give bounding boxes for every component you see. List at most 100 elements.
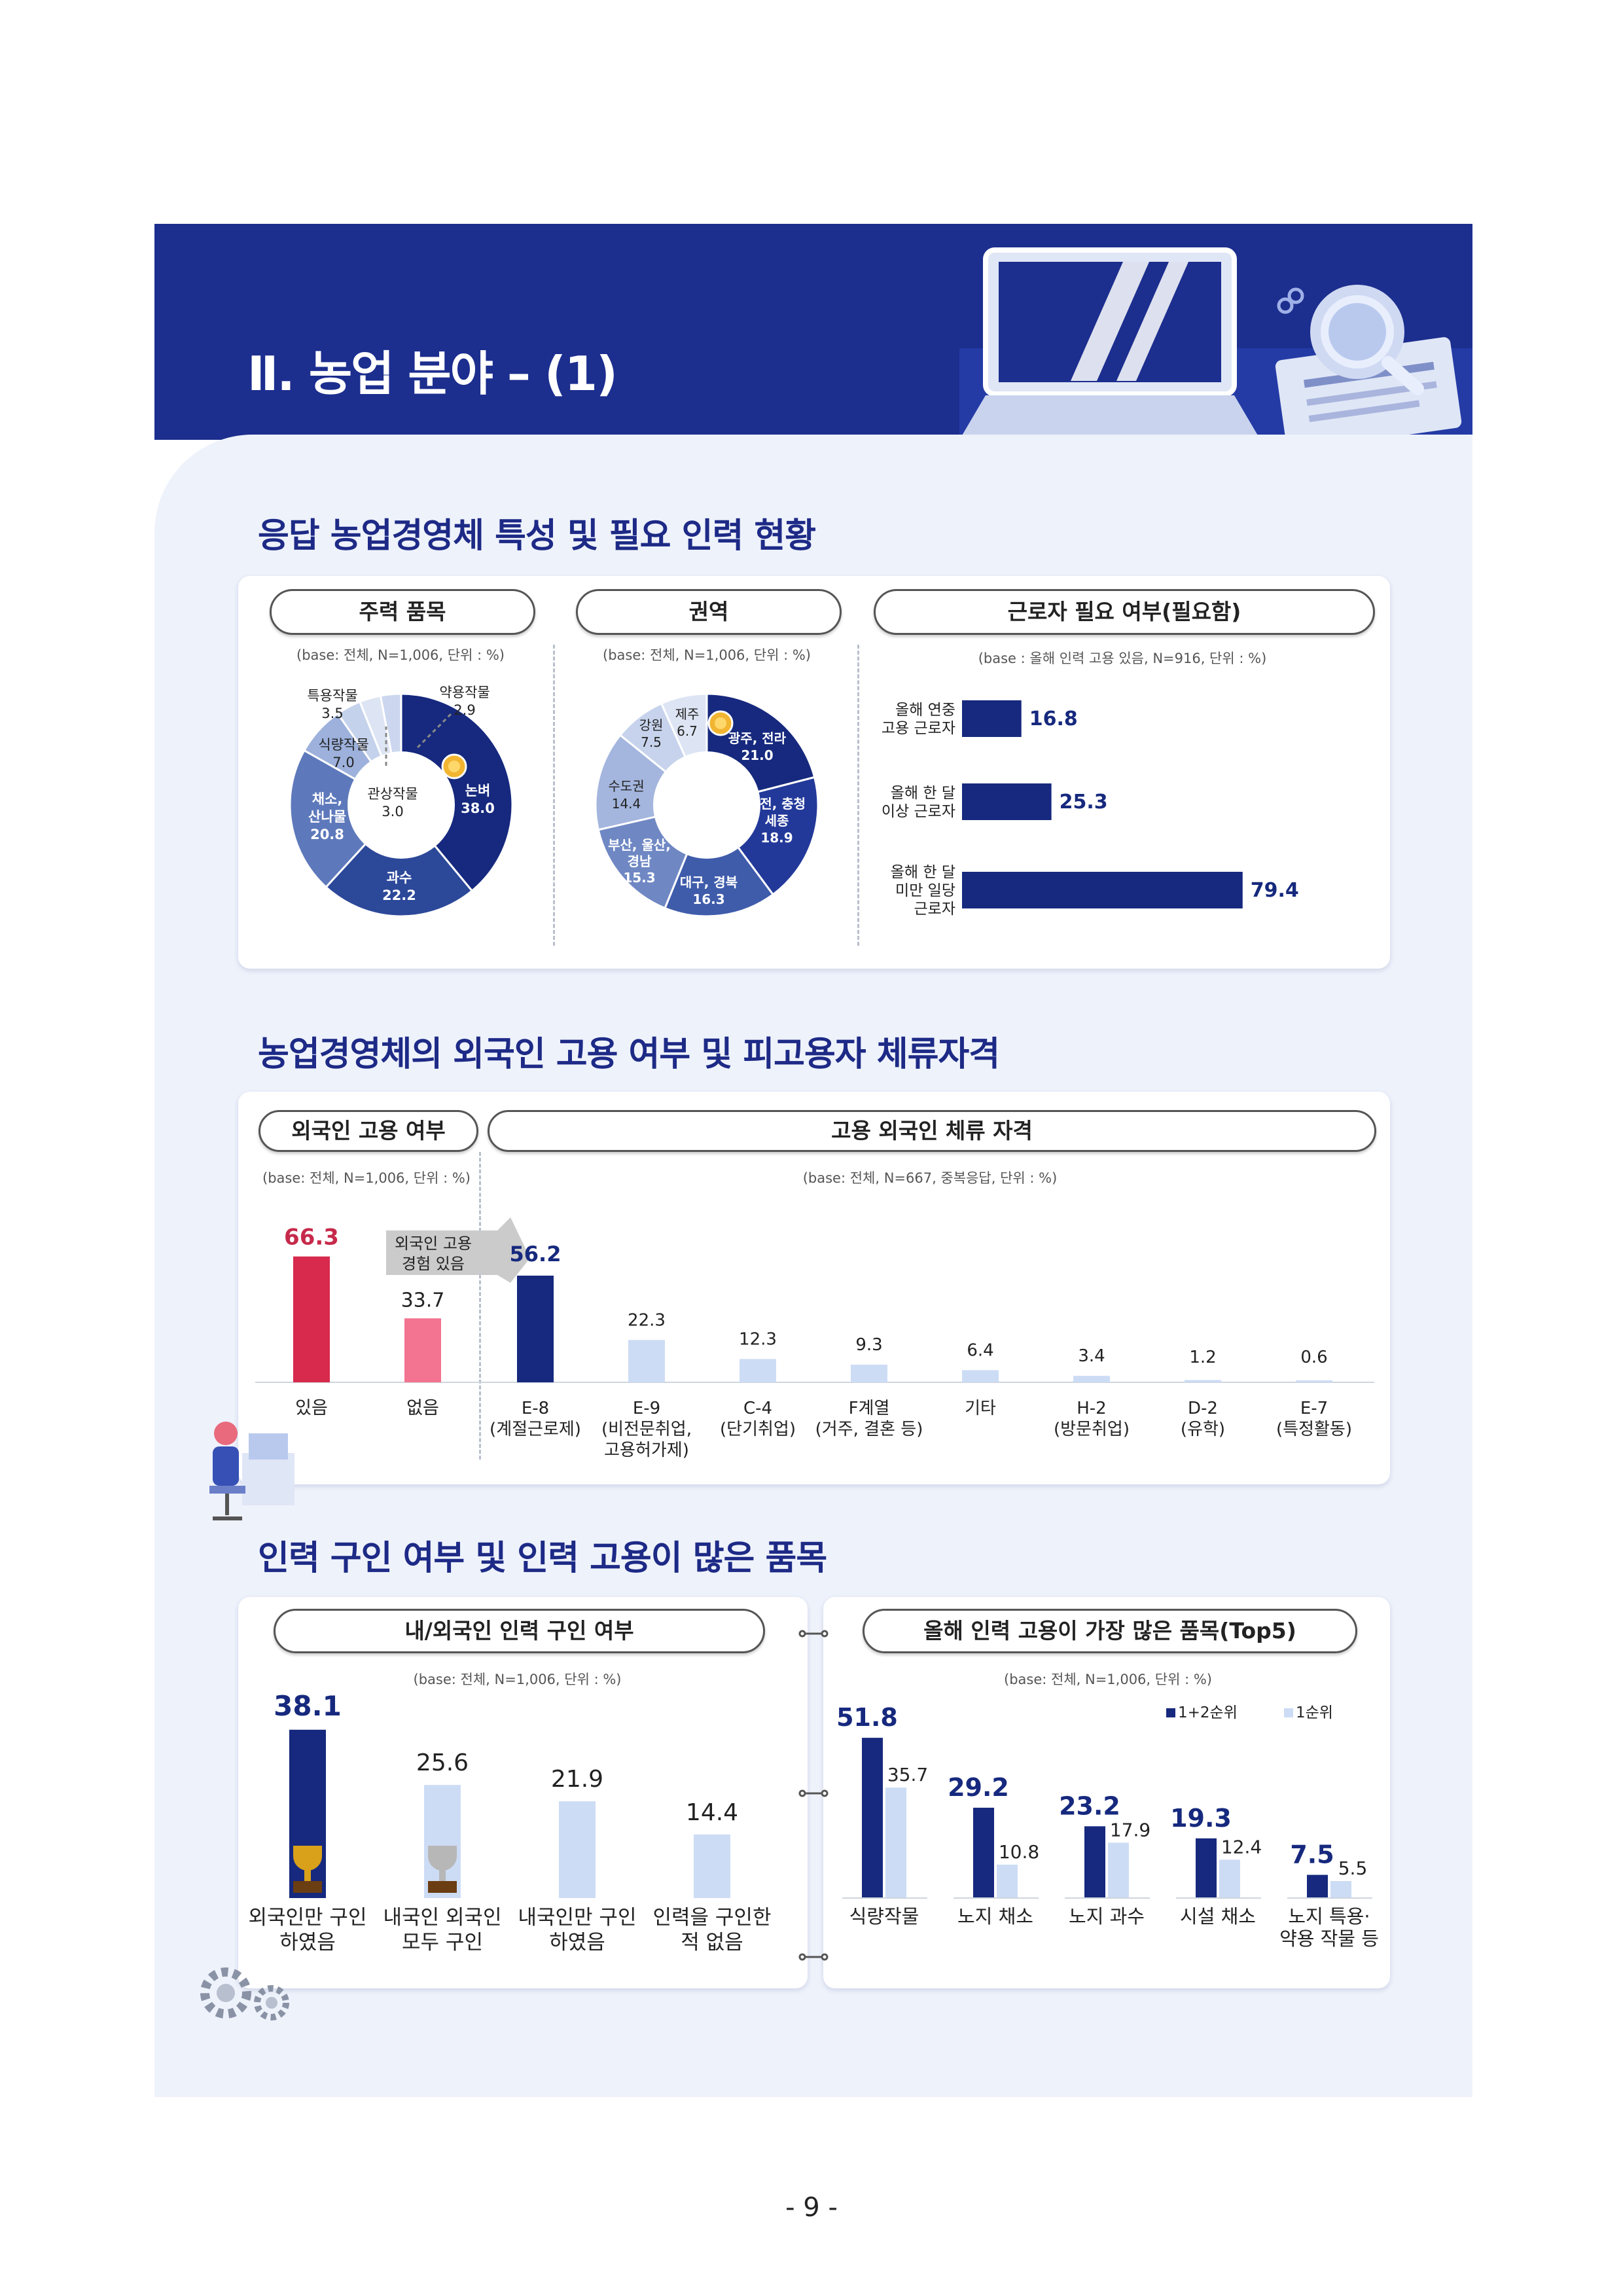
divider	[857, 645, 859, 946]
bar-top5-label-4: 노지 특용·	[1288, 1905, 1370, 1928]
label-vegetable-2: 산나물	[308, 809, 346, 825]
value-gangwon: 7.5	[641, 734, 662, 750]
bar-top5-label-0: 식량작물	[849, 1905, 919, 1928]
header-illustration	[959, 247, 1472, 440]
hbar-label-0: 올해 연중	[895, 702, 955, 719]
label-gangwon: 강원	[639, 717, 664, 733]
silver-trophy-icon	[428, 1846, 457, 1893]
hbar-label-2: 근로자	[914, 901, 955, 918]
callout-label-1: 외국인 고용	[395, 1234, 472, 1253]
bar-visa-label-0: (계절근로제)	[490, 1420, 581, 1439]
bar-top5-value-0-2: 23.2	[1059, 1791, 1120, 1820]
bar-top5-1-2	[1108, 1842, 1129, 1898]
panel-title-main-crop: 주력 품목	[270, 589, 535, 635]
laptop-icon	[959, 247, 1260, 440]
bar-visa-label-1: (비전문취업,	[601, 1420, 692, 1439]
label-rice: 논벼	[465, 783, 491, 798]
label-special: 특용작물	[307, 688, 357, 704]
bar-top5-0-2	[1084, 1826, 1105, 1898]
bar-visa-value-3: 9.3	[855, 1335, 882, 1355]
hbar-value-1: 25.3	[1060, 791, 1108, 814]
card-top5-crops	[823, 1597, 1390, 1988]
panel-title-worker-need: 근로자 필요 여부(필요함)	[874, 589, 1375, 635]
callout-label-2: 경험 있음	[402, 1255, 465, 1273]
link-icon	[1277, 287, 1304, 314]
label-grain: 식량작물	[318, 737, 368, 753]
magnifier-icon	[1310, 285, 1424, 395]
gold-trophy-icon	[293, 1846, 322, 1893]
label-capital: 수도권	[608, 778, 644, 794]
bar-recruit-label-3: 적 없음	[681, 1931, 743, 1954]
bar-visa-1	[628, 1340, 665, 1382]
header-band	[154, 224, 1472, 440]
section-title-1: 응답 농업경영체 특성 및 필요 인력 현황	[258, 516, 816, 556]
bar-visa-0	[517, 1276, 554, 1382]
bar-top5-1-4	[1330, 1881, 1351, 1898]
hbar-label-2: 올해 한 달	[891, 864, 955, 881]
hbar-2	[962, 872, 1243, 908]
label-chungcheong-2: 세종	[765, 813, 789, 829]
bar-visa-6	[1185, 1380, 1221, 1382]
bar-recruit-value-3: 14.4	[686, 1799, 738, 1826]
label-chungcheong: 대전, 충청	[748, 796, 806, 812]
bar-top5-0-0	[862, 1738, 883, 1898]
bar-visa-label-2: C-4	[743, 1399, 772, 1418]
bar-recruit-label-2: 하였음	[549, 1931, 605, 1954]
hbar-label-1: 이상 근로자	[882, 803, 955, 820]
hbar-value-0: 16.8	[1029, 708, 1078, 730]
bar-top5-1-3	[1219, 1859, 1240, 1898]
office-worker-icon	[209, 1422, 294, 1520]
section-title-3: 인력 구인 여부 및 인력 고용이 많은 품목	[258, 1539, 827, 1578]
bar-visa-value-2: 12.3	[739, 1329, 777, 1349]
bar-visa-label-0: E-8	[522, 1399, 549, 1418]
bar-visa-label-7: (특정활동)	[1276, 1420, 1352, 1439]
bar-top5-value-1-3: 12.4	[1221, 1836, 1262, 1857]
donut-hole	[348, 751, 455, 859]
hbar-label-1: 올해 한 달	[891, 785, 955, 802]
bar-visa-label-6: D-2	[1188, 1399, 1218, 1418]
value-grain: 7.0	[332, 755, 354, 770]
legend-swatch-2	[1284, 1708, 1293, 1717]
base-note-worker-need: (base : 올해 인력 고용 있음, N=916, 단위 : %)	[978, 651, 1267, 666]
value-gyeongbuk: 16.3	[692, 891, 724, 907]
panel-title-region: 권역	[576, 589, 842, 635]
bar-recruit-label-1: 내국인 외국인	[383, 1906, 502, 1929]
label-vegetable: 채소,	[312, 791, 343, 807]
bar-top5-value-1-0: 35.7	[887, 1764, 928, 1785]
base-note-main-crop: (base: 전체, N=1,006, 단위 : %)	[296, 647, 505, 663]
bar-recruit-label-1: 모두 구인	[402, 1931, 483, 1954]
bar-top5-label-3: 시설 채소	[1180, 1905, 1256, 1928]
bar-top5-0-4	[1307, 1874, 1328, 1898]
label-gyeongnam: 부산, 울산,	[608, 837, 671, 853]
donut-hole	[653, 751, 760, 859]
bar-top5-value-1-2: 17.9	[1110, 1819, 1150, 1840]
value-vegetable: 20.8	[310, 827, 344, 842]
bar-top5-value-1-1: 10.8	[999, 1841, 1039, 1863]
bar-visa-label-4: 기타	[965, 1399, 996, 1418]
hbar-label-0: 고용 근로자	[882, 720, 955, 737]
bar-visa-value-0: 56.2	[510, 1242, 562, 1266]
label-ornamental: 관상작물	[367, 786, 418, 802]
bar-foreign-value-1: 33.7	[401, 1289, 445, 1312]
bar-recruit-label-0: 외국인만 구인	[249, 1906, 367, 1929]
base-note-region: (base: 전체, N=1,006, 단위 : %)	[603, 647, 811, 663]
bar-visa-7	[1296, 1380, 1332, 1382]
value-rice: 38.0	[461, 800, 495, 816]
bar-visa-label-5: H-2	[1077, 1399, 1106, 1418]
bar-visa-label-7: E-7	[1300, 1399, 1328, 1418]
value-herb: 2.9	[454, 702, 475, 718]
value-chungcheong: 18.9	[760, 830, 793, 846]
panel-title-recruit: 내/외국인 인력 구인 여부	[274, 1609, 765, 1653]
bar-visa-4	[962, 1370, 999, 1382]
card-recruitment	[238, 1597, 808, 1988]
legend-swatch-1	[1166, 1708, 1175, 1717]
donut-region: 광주, 전라 21.0 대전, 충청 세종 18.9 대구, 경북 16.3 부…	[594, 692, 819, 918]
bar-recruit-label-2: 내국인만 구인	[518, 1906, 637, 1929]
bar-top5-value-0-3: 19.3	[1170, 1804, 1232, 1833]
bar-top5-value-1-4: 5.5	[1338, 1857, 1368, 1879]
base-note-foreign-hire: (base: 전체, N=1,006, 단위 : %)	[262, 1170, 471, 1186]
page-number: - 9 -	[785, 2193, 838, 2223]
label-fruit: 과수	[387, 870, 412, 886]
base-note-visa: (base: 전체, N=667, 중복응답, 단위 : %)	[802, 1170, 1058, 1186]
